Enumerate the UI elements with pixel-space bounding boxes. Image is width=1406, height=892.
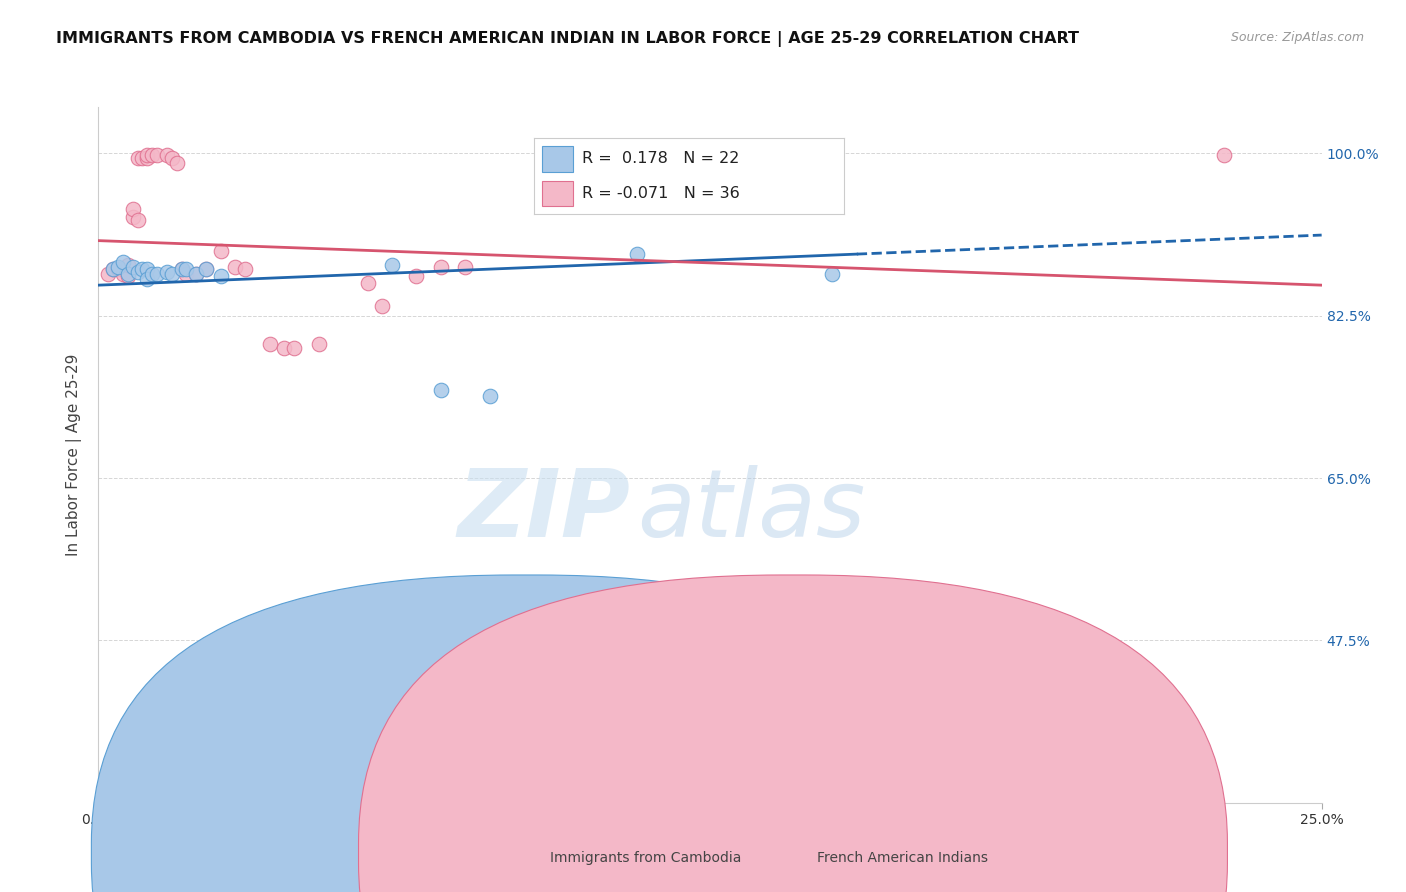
Point bbox=[111, 267, 134, 281]
Text: R = -0.071   N = 36: R = -0.071 N = 36 bbox=[582, 186, 740, 201]
Point bbox=[166, 155, 188, 169]
Point bbox=[141, 267, 163, 281]
Point bbox=[107, 262, 129, 277]
Point bbox=[405, 268, 427, 283]
Point bbox=[170, 262, 193, 277]
Point bbox=[170, 262, 193, 277]
Text: R =  0.178   N = 22: R = 0.178 N = 22 bbox=[582, 152, 740, 166]
Point bbox=[127, 265, 149, 279]
Bar bbox=[541, 145, 574, 171]
Point bbox=[117, 268, 139, 283]
Point bbox=[308, 336, 330, 351]
Point bbox=[233, 262, 256, 277]
Point bbox=[176, 262, 198, 277]
Point bbox=[136, 151, 159, 165]
Point bbox=[259, 336, 281, 351]
Point bbox=[97, 267, 120, 281]
Point bbox=[111, 255, 134, 269]
Text: atlas: atlas bbox=[637, 465, 865, 556]
Point bbox=[136, 262, 159, 277]
Point bbox=[371, 300, 394, 314]
Point bbox=[146, 267, 169, 281]
Point bbox=[195, 262, 218, 277]
Text: Source: ZipAtlas.com: Source: ZipAtlas.com bbox=[1230, 31, 1364, 45]
Point bbox=[146, 148, 169, 162]
Point bbox=[478, 389, 501, 403]
Point bbox=[626, 246, 648, 260]
Point bbox=[121, 210, 143, 224]
Point bbox=[121, 202, 143, 216]
Point bbox=[224, 260, 246, 274]
Point bbox=[430, 260, 453, 274]
Point bbox=[141, 148, 163, 162]
Point bbox=[283, 341, 305, 355]
Point bbox=[273, 341, 295, 355]
Point bbox=[176, 267, 198, 281]
Point bbox=[117, 258, 139, 272]
Point bbox=[1212, 148, 1234, 162]
Point bbox=[156, 265, 179, 279]
Point bbox=[136, 148, 159, 162]
Point bbox=[160, 267, 183, 281]
Point bbox=[160, 151, 183, 165]
Point bbox=[136, 271, 159, 285]
Point bbox=[845, 665, 868, 680]
Point bbox=[131, 262, 153, 277]
Point bbox=[127, 213, 149, 227]
Point bbox=[117, 267, 139, 281]
Point bbox=[381, 258, 404, 272]
Point bbox=[131, 151, 153, 165]
Point bbox=[121, 260, 143, 274]
Text: ZIP: ZIP bbox=[457, 465, 630, 557]
Point bbox=[356, 277, 378, 291]
Point bbox=[127, 151, 149, 165]
Point bbox=[209, 244, 232, 258]
Point bbox=[186, 267, 208, 281]
Point bbox=[101, 262, 124, 277]
Point bbox=[156, 148, 179, 162]
Text: IMMIGRANTS FROM CAMBODIA VS FRENCH AMERICAN INDIAN IN LABOR FORCE | AGE 25-29 CO: IMMIGRANTS FROM CAMBODIA VS FRENCH AMERI… bbox=[56, 31, 1080, 47]
Point bbox=[821, 267, 844, 281]
Text: French American Indians: French American Indians bbox=[817, 851, 988, 865]
Bar bbox=[541, 181, 574, 207]
Point bbox=[186, 267, 208, 281]
Point bbox=[209, 268, 232, 283]
Point bbox=[107, 260, 129, 274]
Point bbox=[454, 260, 477, 274]
Point bbox=[430, 383, 453, 397]
Y-axis label: In Labor Force | Age 25-29: In Labor Force | Age 25-29 bbox=[66, 354, 83, 556]
Point bbox=[101, 262, 124, 277]
Point bbox=[195, 262, 218, 277]
Text: Immigrants from Cambodia: Immigrants from Cambodia bbox=[550, 851, 741, 865]
